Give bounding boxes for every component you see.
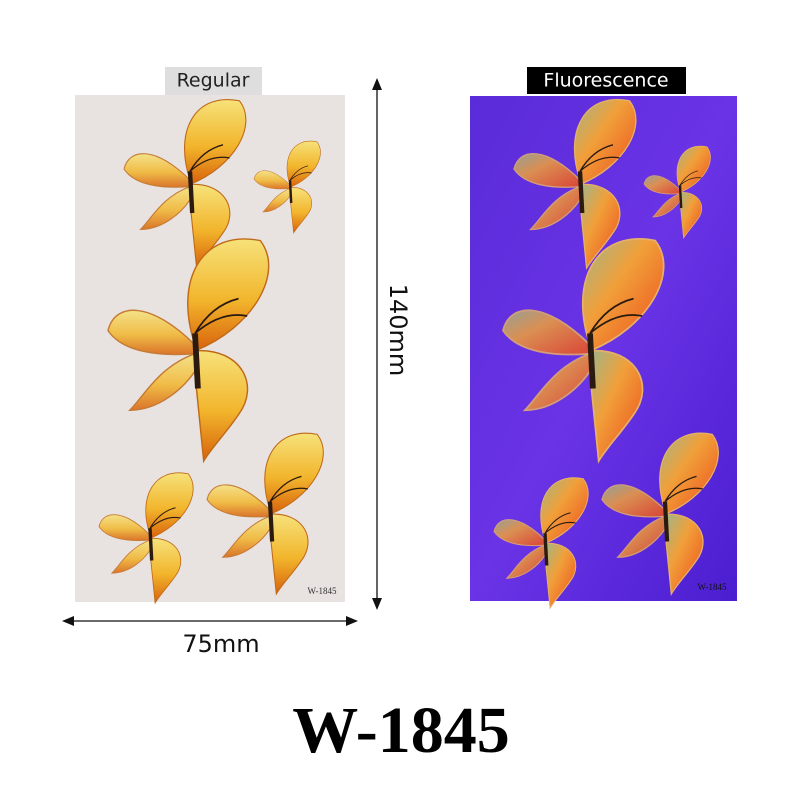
width-label: 75mm <box>182 630 259 658</box>
height-arrow <box>372 78 382 610</box>
label-bg <box>527 67 686 94</box>
height-label: 140mm <box>384 284 412 377</box>
card-code: W-1845 <box>308 586 337 596</box>
label-bg <box>165 67 262 95</box>
product-code: W-1845 <box>292 694 510 767</box>
width-arrow <box>62 616 358 626</box>
card-code: W-1845 <box>698 582 727 592</box>
panel-label: Regular <box>177 70 250 92</box>
panel-label: Fluorescence <box>543 70 668 92</box>
